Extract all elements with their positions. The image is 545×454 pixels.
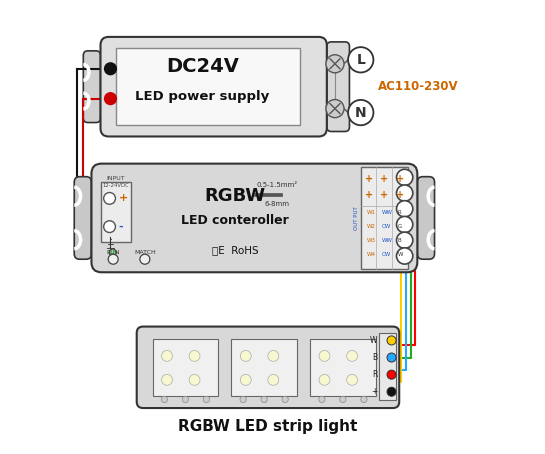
FancyBboxPatch shape: [417, 177, 434, 259]
Text: W4: W4: [366, 252, 376, 257]
Bar: [153, 339, 218, 396]
Text: +: +: [380, 174, 389, 184]
Circle shape: [387, 387, 396, 396]
Text: RGBW: RGBW: [204, 187, 265, 205]
Text: +: +: [119, 193, 128, 203]
Text: 0.5-1.5mm²: 0.5-1.5mm²: [257, 183, 298, 188]
Text: INPUT: INPUT: [107, 176, 125, 181]
Circle shape: [319, 375, 330, 385]
Bar: [255, 193, 282, 196]
Text: B: B: [372, 353, 378, 362]
Circle shape: [161, 350, 172, 361]
FancyBboxPatch shape: [74, 177, 92, 259]
Text: +: +: [365, 190, 373, 200]
Circle shape: [104, 192, 116, 204]
Bar: [361, 167, 408, 269]
Bar: [231, 339, 297, 396]
Text: +: +: [380, 190, 389, 200]
Text: +: +: [365, 174, 373, 184]
Text: LED conteroller: LED conteroller: [181, 214, 289, 227]
Text: N: N: [355, 106, 367, 119]
Text: ⒸE  RoHS: ⒸE RoHS: [211, 246, 258, 256]
Text: +: +: [396, 190, 404, 200]
Circle shape: [387, 353, 396, 362]
FancyBboxPatch shape: [137, 326, 399, 408]
Circle shape: [319, 350, 330, 361]
Text: MATCH: MATCH: [134, 250, 156, 255]
Circle shape: [105, 63, 116, 74]
Circle shape: [397, 201, 413, 217]
Text: RUN: RUN: [106, 250, 120, 255]
Circle shape: [240, 375, 251, 385]
FancyBboxPatch shape: [83, 51, 100, 123]
FancyBboxPatch shape: [100, 37, 327, 137]
FancyBboxPatch shape: [92, 163, 417, 272]
Circle shape: [161, 375, 172, 385]
Circle shape: [347, 350, 358, 361]
Circle shape: [140, 254, 150, 264]
Text: B: B: [398, 238, 402, 243]
Circle shape: [326, 55, 344, 73]
Text: +: +: [396, 174, 404, 184]
Circle shape: [203, 396, 209, 403]
Circle shape: [397, 169, 413, 186]
Circle shape: [326, 99, 344, 118]
Text: DC24V: DC24V: [166, 57, 239, 76]
Circle shape: [105, 93, 116, 104]
Bar: [310, 339, 376, 396]
Text: W3: W3: [366, 238, 376, 243]
Circle shape: [347, 375, 358, 385]
Circle shape: [340, 396, 346, 403]
Circle shape: [397, 217, 413, 233]
Text: OUT PUT: OUT PUT: [354, 206, 359, 230]
Text: CW: CW: [382, 252, 391, 257]
Circle shape: [348, 47, 373, 73]
Circle shape: [240, 350, 251, 361]
Text: W: W: [398, 252, 403, 257]
Text: L: L: [356, 53, 365, 67]
Text: LED power supply: LED power supply: [135, 90, 269, 103]
Circle shape: [109, 249, 116, 257]
Bar: [116, 48, 300, 125]
Text: G: G: [398, 223, 402, 228]
Circle shape: [348, 100, 373, 125]
Circle shape: [189, 350, 200, 361]
Bar: [379, 333, 396, 400]
Circle shape: [108, 254, 118, 264]
Circle shape: [397, 248, 413, 264]
Text: AC110-230V: AC110-230V: [378, 80, 458, 93]
Text: 6-8mm: 6-8mm: [265, 201, 290, 207]
Text: W2: W2: [366, 223, 376, 228]
Circle shape: [182, 396, 189, 403]
Circle shape: [268, 375, 278, 385]
Circle shape: [397, 232, 413, 248]
Circle shape: [161, 396, 167, 403]
Circle shape: [189, 375, 200, 385]
FancyBboxPatch shape: [327, 42, 349, 132]
Circle shape: [387, 370, 396, 379]
Text: R: R: [372, 370, 378, 379]
Circle shape: [319, 396, 325, 403]
Text: WW: WW: [382, 210, 393, 215]
Circle shape: [240, 396, 246, 403]
Circle shape: [261, 396, 267, 403]
Text: -: -: [119, 222, 123, 232]
Text: RGBW LED strip light: RGBW LED strip light: [178, 419, 358, 434]
Circle shape: [387, 336, 396, 345]
Circle shape: [104, 221, 116, 232]
Text: CW: CW: [382, 223, 391, 228]
Bar: [101, 182, 131, 242]
Text: R: R: [398, 210, 402, 215]
Circle shape: [361, 396, 367, 403]
Circle shape: [268, 350, 278, 361]
Text: WW: WW: [382, 238, 393, 243]
Circle shape: [282, 396, 288, 403]
Text: W: W: [370, 336, 378, 345]
Text: W1: W1: [366, 210, 376, 215]
Text: +: +: [371, 387, 378, 396]
Circle shape: [397, 185, 413, 201]
Text: 12-24VDC: 12-24VDC: [103, 183, 129, 188]
